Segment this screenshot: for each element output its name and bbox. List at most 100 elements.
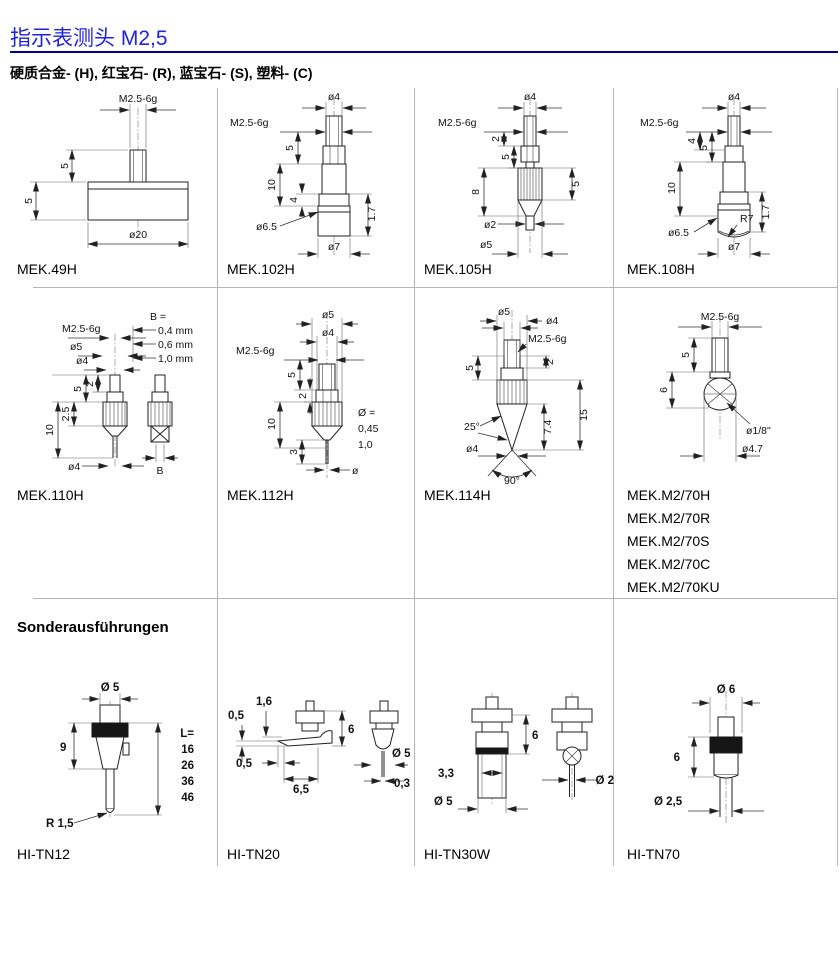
probe-outline xyxy=(87,149,189,221)
blade-width-legend: B = 0,4 mm 0,6 mm 1,0 mm xyxy=(132,311,193,365)
dim-disc-height: 5 xyxy=(23,198,35,204)
dim-dia4-bottom: ø4 xyxy=(68,461,80,473)
dim-dia5: Ø 5 xyxy=(101,682,120,694)
dim-03: 0,3 xyxy=(394,778,410,790)
dim-len17: 1.7 xyxy=(760,205,772,220)
dim-len8: 8 xyxy=(470,189,482,195)
dim-dia-top: ø4 xyxy=(328,91,340,103)
legend-title: L= xyxy=(180,728,194,740)
part-label: MEK.114H xyxy=(424,487,491,503)
dim-len5: 5 xyxy=(500,154,512,160)
dim-dia4-tip: ø4 xyxy=(466,443,478,455)
dim-angle25: 25° xyxy=(464,421,480,433)
column-divider xyxy=(217,88,218,866)
dim-angle90: 90° xyxy=(504,475,520,487)
probe-outline xyxy=(317,115,351,237)
dim-dia4: ø4 xyxy=(546,315,558,327)
dim-len10: 10 xyxy=(266,179,278,191)
probe-outline-front xyxy=(369,700,399,777)
part-label: MEK.M2/70C xyxy=(627,556,711,572)
mek-105h-drawing: ø4 M2.5-6g 2 5 8 5 ø2 ø5 xyxy=(438,91,582,258)
dim-len9: 9 xyxy=(60,742,66,754)
column-divider xyxy=(613,88,614,866)
dimensions: M2.5-6g ø5 ø4 2 5 2.5 10 ø4 xyxy=(44,323,178,477)
dim-len15: 15 xyxy=(578,409,590,421)
hi-tn12-drawing: Ø 5 9 R 1,5 L= 16 26 36 46 xyxy=(46,682,194,830)
legend-title: B = xyxy=(150,311,166,323)
legend-value: 0,45 xyxy=(358,423,379,435)
legend-value: 1,0 mm xyxy=(158,353,193,365)
dim-len2: 2 xyxy=(84,381,96,387)
dim-len25: 2.5 xyxy=(60,407,72,422)
table-right-border xyxy=(837,88,838,866)
probe-outline-side xyxy=(276,700,333,747)
dim-len5-right: 5 xyxy=(570,181,582,187)
dim-thread: M2.5-6g xyxy=(236,345,275,357)
dimensions: M2.5-6g 5 6 ø1/8" ø4.7 xyxy=(658,311,771,462)
dim-len3: 3 xyxy=(288,449,300,455)
dim-len10: 10 xyxy=(666,182,678,194)
row-divider xyxy=(33,287,838,288)
legend-value: 0,6 mm xyxy=(158,339,193,351)
dim-dia-top: ø4 xyxy=(728,91,740,103)
column-divider xyxy=(414,88,415,866)
dim-65: 6,5 xyxy=(293,784,310,796)
probe-outline xyxy=(717,115,751,238)
part-label: MEK.M2/70R xyxy=(627,510,711,526)
dim-len6: 6 xyxy=(348,724,354,736)
mek-49h-drawing: M2.5-6g 5 5 ø20 xyxy=(23,93,189,248)
dim-thread: M2.5-6g xyxy=(119,93,158,105)
dimensions: ø4 M2.5-6g 4 5 10 1.7 R7 ø6.5 ø7 xyxy=(640,91,772,258)
dim-dia-top: ø4 xyxy=(524,91,536,103)
mek-110h-drawing: B = 0,4 mm 0,6 mm 1,0 mm xyxy=(44,311,193,477)
dim-len17: 1.7 xyxy=(366,207,378,222)
page-title: 指示表测头 M2,5 xyxy=(10,27,168,50)
part-label: HI-TN30W xyxy=(424,846,491,862)
dim-thread: M2.5-6g xyxy=(438,117,477,129)
dim-05b: 0,5 xyxy=(236,758,253,770)
dim-len5: 5 xyxy=(284,145,296,151)
dim-len4: 4 xyxy=(686,138,698,144)
dim-dia4: ø4 xyxy=(322,327,334,339)
probe-outline xyxy=(517,115,543,231)
probe-outline-right xyxy=(147,374,173,443)
dim-r15: R 1,5 xyxy=(46,818,74,830)
part-label: MEK.112H xyxy=(227,487,294,503)
row-divider xyxy=(33,598,838,599)
dim-len2: 2 xyxy=(490,136,502,142)
probe-outline xyxy=(310,363,344,464)
dim-dia2: Ø 2 xyxy=(595,775,614,787)
dim-dia5: ø5 xyxy=(322,309,334,321)
dim-dia5: Ø 5 xyxy=(392,748,411,760)
dim-thread: M2.5-6g xyxy=(230,117,269,129)
dimensions: M2.5-6g 5 5 ø20 xyxy=(23,93,189,248)
legend-value: 1,0 xyxy=(358,439,373,451)
dim-dia65: ø6.5 xyxy=(668,227,689,239)
dim-blade-b: B xyxy=(156,465,163,477)
part-label: MEK.105H xyxy=(424,261,492,277)
dim-len6: 6 xyxy=(658,387,670,393)
part-label: HI-TN70 xyxy=(627,846,680,862)
probe-outline xyxy=(709,716,743,817)
part-label: MEK.M2/70KU xyxy=(627,579,720,595)
dim-len5: 5 xyxy=(72,386,84,392)
part-label: HI-TN20 xyxy=(227,846,280,862)
dim-len10: 10 xyxy=(266,418,278,430)
dimensions: 3,3 Ø 5 6 Ø 2 xyxy=(434,714,614,813)
special-versions-heading: Sonderausführungen xyxy=(17,619,169,636)
dim-dia5: ø5 xyxy=(498,306,510,318)
dim-dia5: Ø 5 xyxy=(434,796,453,808)
legend-value: 36 xyxy=(181,776,194,788)
part-label: MEK.49H xyxy=(17,261,77,277)
dim-dia2: ø2 xyxy=(484,219,496,231)
mek-m270-drawing: M2.5-6g 5 6 ø1/8" ø4.7 xyxy=(658,311,771,462)
hi-tn30w-drawing: 3,3 Ø 5 6 Ø 2 xyxy=(434,693,614,813)
dim-len2: 2 xyxy=(297,393,309,399)
legend-title: Ø = xyxy=(358,407,375,419)
part-label: MEK.102H xyxy=(227,261,295,277)
dim-len5: 5 xyxy=(286,372,298,378)
dim-dia4: ø4 xyxy=(76,355,88,367)
dimensions: ø5 ø4 M2.5-6g 5 2 15 7.4 25° ø4 xyxy=(464,306,590,487)
dim-dia6: Ø 6 xyxy=(717,684,736,696)
